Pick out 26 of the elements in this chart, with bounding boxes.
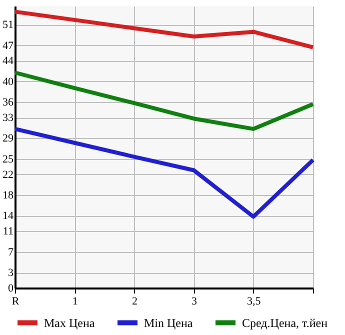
y-tick-label: 44 bbox=[2, 55, 14, 68]
x-tick-label: R bbox=[12, 296, 20, 308]
x-tick-label: 1 bbox=[72, 296, 78, 308]
line-series bbox=[13, 10, 315, 50]
y-tick-label: 22 bbox=[2, 168, 14, 181]
y-tick-label: 11 bbox=[2, 226, 14, 238]
legend-label: Min Цена bbox=[144, 316, 194, 330]
y-tick-label: 0 bbox=[8, 282, 14, 294]
x-tick-label: 3,5 bbox=[247, 296, 262, 308]
y-tick-label: 7 bbox=[8, 246, 14, 258]
x-tick-label: 3 bbox=[192, 296, 198, 308]
x-tick-label: 2 bbox=[132, 296, 138, 308]
y-tick-label: 33 bbox=[2, 112, 14, 124]
y-tick-label: 18 bbox=[2, 190, 14, 202]
line-series bbox=[13, 126, 315, 219]
y-tick-label: 40 bbox=[2, 76, 14, 88]
y-tick-label: 14 bbox=[2, 210, 14, 222]
legend-label: Сред.Цена, т.йен bbox=[242, 316, 328, 330]
y-tick-label: 29 bbox=[2, 132, 14, 145]
y-tick-label: 47 bbox=[2, 40, 14, 52]
y-tick-label: 36 bbox=[2, 96, 14, 109]
y-tick-label: 3 bbox=[8, 267, 14, 280]
line-series bbox=[13, 70, 315, 131]
y-tick-label: 25 bbox=[2, 153, 14, 166]
y-tick-label: 51 bbox=[2, 19, 14, 32]
legend-label: Max Цена bbox=[44, 316, 96, 330]
